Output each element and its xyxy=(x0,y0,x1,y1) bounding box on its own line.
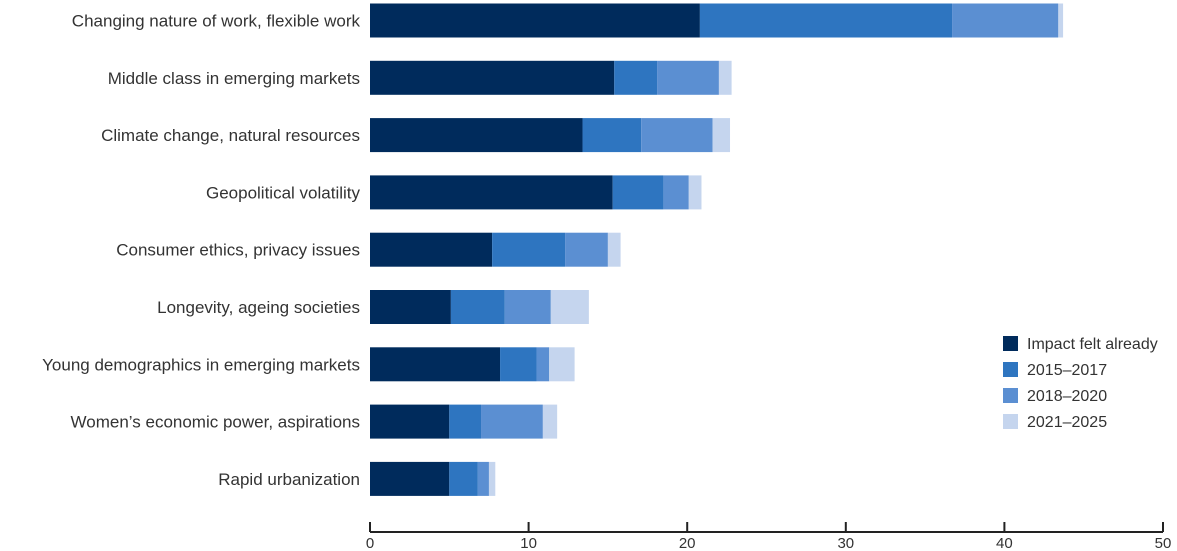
bar-segment-4-series-4 xyxy=(688,175,702,210)
bar-segment-4-series-2 xyxy=(612,175,664,210)
bar-segment-5-series-2 xyxy=(492,232,566,267)
category-label: Longevity, ageing societies xyxy=(157,298,360,317)
category-label: Changing nature of work, flexible work xyxy=(72,12,361,31)
bar-segment-8-series-2 xyxy=(449,404,482,439)
x-axis: 0 10 20 30 40 50 xyxy=(366,522,1172,551)
bar-segment-4-series-3 xyxy=(663,175,689,210)
bars-group xyxy=(370,3,1064,496)
bar-segment-9-series-1 xyxy=(370,461,450,496)
bar-segment-7-series-4 xyxy=(549,347,575,382)
x-tick-label: 0 xyxy=(366,535,374,551)
category-label: Geopolitical volatility xyxy=(206,183,361,202)
bar-segment-9-series-2 xyxy=(449,461,478,496)
x-tick-label: 50 xyxy=(1155,535,1172,551)
bar-segment-6-series-2 xyxy=(450,290,505,324)
bar-segment-2-series-2 xyxy=(614,60,658,95)
category-label: Young demographics in emerging markets xyxy=(42,355,360,374)
bar-segment-6-series-4 xyxy=(550,290,589,324)
bar-segment-9-series-4 xyxy=(488,461,496,496)
bar-segment-5-series-1 xyxy=(370,232,493,267)
bar-segment-1-series-3 xyxy=(952,3,1059,38)
bar-segment-7-series-2 xyxy=(500,347,537,382)
category-label: Consumer ethics, privacy issues xyxy=(116,241,360,260)
bar-segment-8-series-1 xyxy=(370,404,450,439)
bar-segment-1-series-4 xyxy=(1058,3,1064,38)
bar-segment-2-series-1 xyxy=(370,60,615,95)
bar-segment-9-series-3 xyxy=(477,461,489,496)
bar-segment-7-series-1 xyxy=(370,347,501,382)
bar-segment-1-series-1 xyxy=(370,3,700,38)
x-tick-label: 10 xyxy=(520,535,537,551)
x-tick-label: 40 xyxy=(996,535,1013,551)
bar-segment-2-series-4 xyxy=(718,60,732,95)
legend-label: Impact felt already xyxy=(1027,336,1158,353)
category-labels: Changing nature of work, flexible work Mi… xyxy=(42,12,360,489)
category-label: Rapid urbanization xyxy=(218,470,360,489)
bar-segment-8-series-4 xyxy=(542,404,558,439)
bar-segment-7-series-3 xyxy=(536,347,550,382)
category-label: Climate change, natural resources xyxy=(101,126,360,145)
legend-swatch xyxy=(1003,336,1018,351)
bar-segment-6-series-1 xyxy=(370,290,451,324)
bar-segment-1-series-2 xyxy=(699,3,953,38)
legend-label: 2018–2020 xyxy=(1027,388,1107,405)
legend-swatch xyxy=(1003,414,1018,429)
bar-segment-5-series-4 xyxy=(607,232,621,267)
bar-segment-4-series-1 xyxy=(370,175,613,210)
bar-segment-3-series-1 xyxy=(370,118,583,153)
bar-segment-3-series-4 xyxy=(712,118,731,153)
legend: Impact felt already 2015–2017 2018–2020 202… xyxy=(1003,336,1158,431)
x-tick-label: 30 xyxy=(837,535,854,551)
bar-segment-8-series-3 xyxy=(481,404,543,439)
legend-swatch xyxy=(1003,388,1018,403)
bar-segment-3-series-3 xyxy=(641,118,713,153)
legend-label: 2015–2017 xyxy=(1027,362,1107,379)
bar-segment-2-series-3 xyxy=(657,60,719,95)
legend-label: 2021–2025 xyxy=(1027,414,1107,431)
category-label: Middle class in emerging markets xyxy=(108,69,360,88)
bar-segment-5-series-3 xyxy=(565,232,608,267)
bar-segment-3-series-2 xyxy=(582,118,642,153)
bar-segment-6-series-3 xyxy=(504,290,551,324)
category-label: Women’s economic power, aspirations xyxy=(71,413,360,432)
x-tick-label: 20 xyxy=(679,535,696,551)
legend-swatch xyxy=(1003,362,1018,377)
